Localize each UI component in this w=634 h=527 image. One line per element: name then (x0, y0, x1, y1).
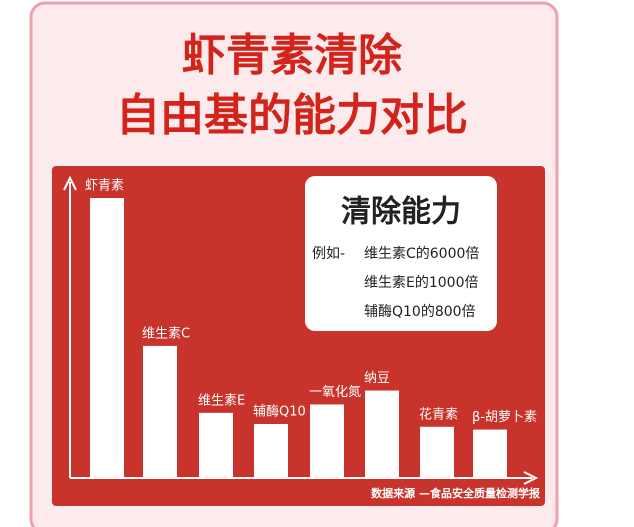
bar-label: 辅酶Q10 (253, 403, 306, 419)
bar (365, 390, 399, 477)
annotation-heading: 清除能力 (341, 195, 461, 230)
bar-label: 纳豆 (364, 371, 390, 386)
y-axis-arrow (63, 175, 77, 191)
annotation-line: 维生素C的6000倍 (364, 246, 479, 262)
annotation-line: 辅酶Q10的800倍 (364, 304, 476, 320)
bar (254, 423, 288, 477)
bar (310, 404, 344, 477)
annotation-line: 维生素E的1000倍 (364, 275, 478, 291)
source: 数据来源 —食品安全质量检测学报 (371, 486, 541, 500)
annotation-prefix: 例如- (312, 246, 345, 262)
bar (199, 412, 233, 477)
bar (143, 345, 177, 477)
bar (473, 429, 507, 477)
bar-label: β-胡萝卜素 (472, 410, 537, 425)
chart-title: 虾青素清除 (182, 30, 403, 81)
bar (90, 198, 124, 477)
bar-label: 维生素C (142, 326, 190, 341)
bar-label: 虾青素 (85, 179, 124, 194)
bar-label: 一氧化氮 (309, 385, 361, 400)
bar-label: 维生素E (198, 393, 245, 408)
chart-title: 自由基的能力对比 (116, 90, 468, 141)
annotation-box (305, 176, 497, 331)
bar (420, 426, 454, 477)
x-axis-arrow (523, 471, 539, 485)
bar-label: 花青素 (419, 406, 458, 422)
